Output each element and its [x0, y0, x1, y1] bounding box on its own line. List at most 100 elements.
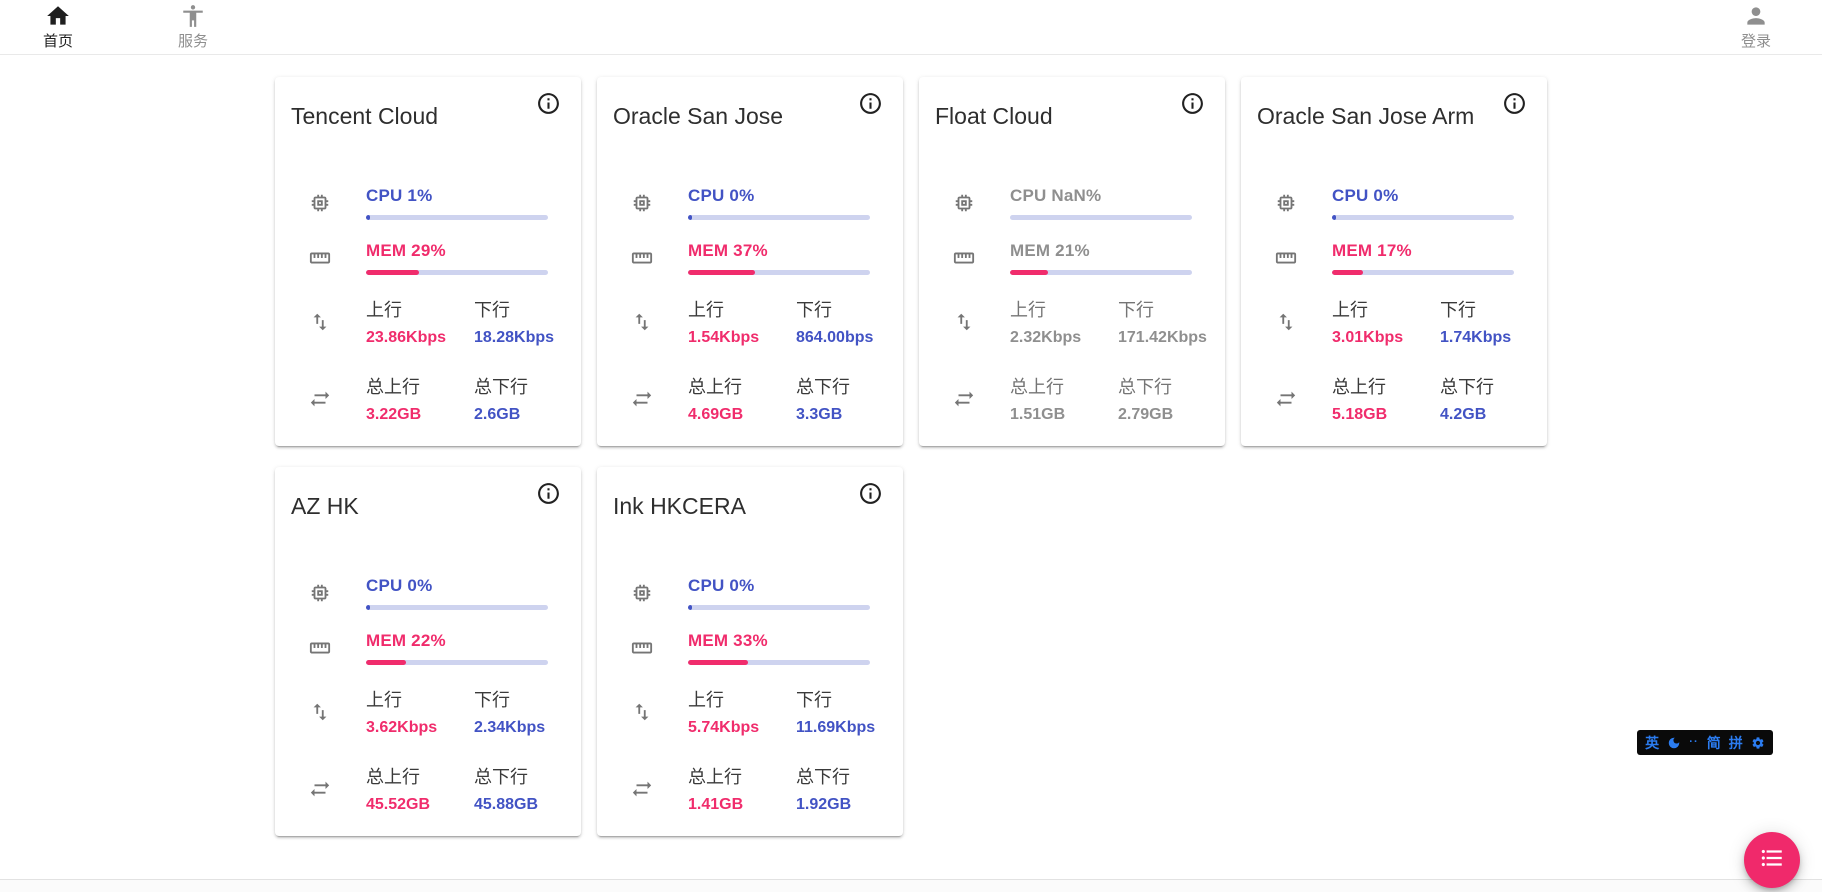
up-down-arrows-icon [953, 311, 975, 333]
mem-gauge: MEM 29% [366, 241, 548, 275]
upload-speed: 上行 3.62Kbps [366, 686, 474, 737]
home-icon [45, 3, 71, 29]
cpu-progress-fill [1332, 215, 1336, 220]
cpu-gauge: CPU 1% [366, 186, 548, 220]
cpu-progress-bar [1332, 215, 1514, 220]
ime-pinyin-indicator[interactable]: 拼 [1728, 734, 1743, 751]
ruler-icon [309, 247, 331, 269]
upload-label: 上行 [688, 300, 724, 320]
mem-row: MEM 22% [291, 631, 565, 665]
cpu-row: CPU 0% [1257, 186, 1531, 220]
speed-row: 上行 1.54Kbps 下行 864.00bps [613, 296, 887, 347]
server-list-fab[interactable] [1744, 832, 1800, 888]
cpu-chip-icon [631, 192, 653, 214]
info-icon[interactable] [536, 481, 561, 506]
total-upload-value: 3.22GB [366, 406, 422, 423]
info-icon[interactable] [858, 91, 883, 116]
mem-progress-bar [1332, 270, 1514, 275]
speed-row: 上行 5.74Kbps 下行 11.69Kbps [613, 686, 887, 737]
ime-punctuation-toggle[interactable]: ·· [1689, 736, 1699, 748]
download-value: 18.28Kbps [474, 329, 555, 346]
total-download-value: 2.79GB [1118, 406, 1174, 423]
cpu-gauge: CPU 0% [366, 576, 548, 610]
ime-simplified-toggle[interactable]: 简 [1706, 734, 1721, 751]
upload-label: 上行 [1332, 300, 1368, 320]
card-header: Ink HKCERA [613, 483, 887, 520]
download-label: 下行 [1118, 300, 1154, 320]
total-download-label: 总下行 [1440, 377, 1494, 397]
cpu-chip-icon [631, 582, 653, 604]
mem-progress-bar [688, 660, 870, 665]
upload-speed: 上行 23.86Kbps [366, 296, 474, 347]
mem-row: MEM 29% [291, 241, 565, 275]
upload-label: 上行 [366, 300, 402, 320]
speed-columns: 上行 23.86Kbps 下行 18.28Kbps [366, 296, 582, 347]
upload-speed: 上行 2.32Kbps [1010, 296, 1118, 347]
cpu-progress-fill [688, 605, 692, 610]
cpu-progress-fill [688, 215, 692, 220]
info-icon[interactable] [1502, 91, 1527, 116]
info-icon[interactable] [858, 481, 883, 506]
cpu-progress-bar [1010, 215, 1192, 220]
server-card: AZ HK CPU 0% [275, 467, 581, 836]
total-download-label: 总下行 [474, 377, 528, 397]
up-down-arrows-icon [1275, 311, 1297, 333]
total-upload-label: 总上行 [688, 767, 742, 787]
server-name: Ink HKCERA [613, 493, 746, 519]
download-speed: 下行 18.28Kbps [474, 296, 582, 347]
info-icon[interactable] [536, 91, 561, 116]
nav-item-label: 登录 [1740, 33, 1771, 50]
speed-columns: 上行 5.74Kbps 下行 11.69Kbps [688, 686, 904, 737]
total-download: 总下行 1.92GB [796, 763, 904, 814]
speed-columns: 上行 3.62Kbps 下行 2.34Kbps [366, 686, 582, 737]
download-speed: 下行 1.74Kbps [1440, 296, 1548, 347]
total-download-label: 总下行 [796, 377, 850, 397]
mem-progress-fill [1332, 270, 1363, 275]
server-stats: CPU NaN% MEM 21% [935, 186, 1209, 424]
total-upload-label: 总上行 [1332, 377, 1386, 397]
mem-gauge: MEM 22% [366, 631, 548, 665]
server-card: Float Cloud CPU NaN% [919, 77, 1225, 446]
server-stats: CPU 0% MEM 17% [1257, 186, 1531, 424]
upload-value: 3.01Kbps [1332, 329, 1404, 346]
top-nav: 首页 服务 登录 [0, 0, 1822, 55]
ruler-icon [953, 247, 975, 269]
mem-progress-bar [366, 660, 548, 665]
mem-usage-label: MEM 37% [688, 241, 768, 260]
total-row: 总上行 4.69GB 总下行 3.3GB [613, 373, 887, 424]
cpu-chip-icon [309, 582, 331, 604]
server-name: AZ HK [291, 493, 359, 519]
total-download: 总下行 3.3GB [796, 373, 904, 424]
mem-progress-fill [366, 660, 407, 665]
moon-icon[interactable] [1667, 736, 1681, 750]
nav-item-login[interactable]: 登录 [1718, 3, 1794, 51]
server-card: Tencent Cloud CPU 1% [275, 77, 581, 446]
nav-item-services[interactable]: 服务 [155, 3, 231, 51]
ime-lang-toggle[interactable]: 英 [1645, 734, 1660, 751]
list-icon [1759, 845, 1785, 876]
info-icon[interactable] [1180, 91, 1205, 116]
total-columns: 总上行 4.69GB 总下行 3.3GB [688, 373, 904, 424]
swap-horizontal-icon [953, 388, 975, 410]
total-upload: 总上行 4.69GB [688, 373, 796, 424]
total-upload-value: 5.18GB [1332, 406, 1388, 423]
mem-progress-bar [688, 270, 870, 275]
mem-usage-label: MEM 29% [366, 241, 446, 260]
cpu-gauge: CPU 0% [688, 186, 870, 220]
upload-value: 1.54Kbps [688, 329, 760, 346]
accessibility-icon [180, 3, 206, 29]
cpu-row: CPU 0% [613, 186, 887, 220]
download-label: 下行 [474, 690, 510, 710]
total-upload: 总上行 3.22GB [366, 373, 474, 424]
server-name: Oracle San Jose [613, 103, 784, 129]
total-upload: 总上行 1.41GB [688, 763, 796, 814]
total-upload-label: 总上行 [1010, 377, 1064, 397]
download-label: 下行 [1440, 300, 1476, 320]
card-header: Float Cloud [935, 93, 1209, 130]
total-download: 总下行 2.6GB [474, 373, 582, 424]
upload-value: 23.86Kbps [366, 329, 447, 346]
upload-label: 上行 [366, 690, 402, 710]
nav-item-home[interactable]: 首页 [20, 3, 96, 51]
gear-icon[interactable] [1751, 736, 1765, 750]
upload-label: 上行 [688, 690, 724, 710]
